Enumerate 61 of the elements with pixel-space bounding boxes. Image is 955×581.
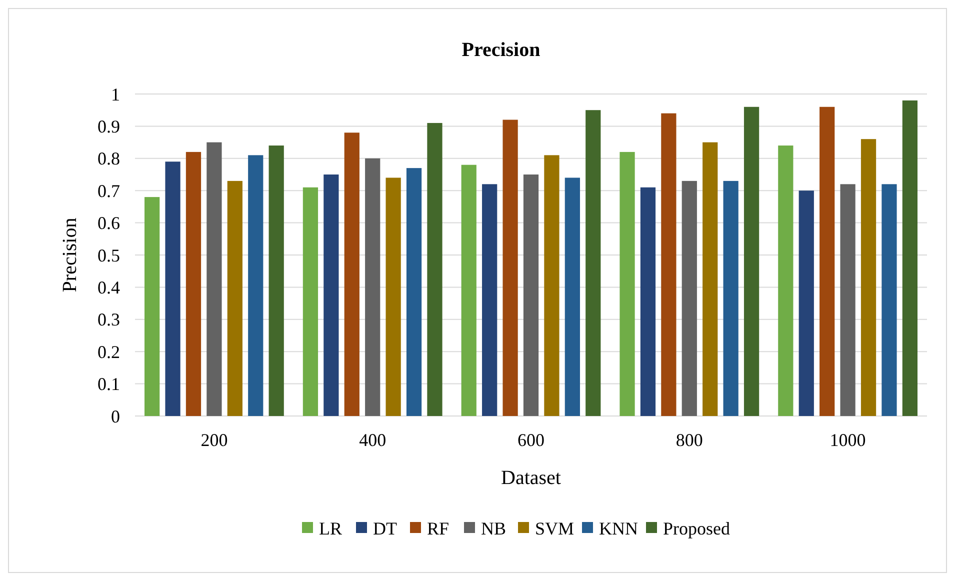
bar xyxy=(206,142,222,416)
bar xyxy=(778,146,794,416)
bar xyxy=(386,178,401,416)
y-tick-label: 0.2 xyxy=(98,342,120,362)
bar xyxy=(186,152,202,416)
bar xyxy=(682,180,697,416)
bar xyxy=(268,146,284,416)
bar xyxy=(427,122,442,416)
y-tick-label: 0.5 xyxy=(98,245,120,266)
legend-label: RF xyxy=(427,518,450,538)
y-tick-label: 0.8 xyxy=(98,148,120,169)
bar xyxy=(661,113,676,416)
bar xyxy=(344,132,360,416)
bar xyxy=(302,187,318,416)
x-tick-label: 400 xyxy=(359,430,386,450)
y-tick-label: 0 xyxy=(111,406,120,426)
bar xyxy=(324,174,339,416)
bar xyxy=(248,155,264,416)
bar xyxy=(544,155,560,416)
chart-title: Precision xyxy=(462,39,540,61)
bar xyxy=(702,142,718,416)
bar xyxy=(820,106,835,416)
y-tick-label: 0.3 xyxy=(98,310,120,330)
bar xyxy=(620,152,635,416)
bar xyxy=(227,180,242,416)
bar xyxy=(860,139,876,416)
bar xyxy=(723,180,738,416)
bar xyxy=(165,162,180,416)
bar xyxy=(840,184,856,416)
bar xyxy=(365,158,380,416)
legend-label: KNN xyxy=(599,518,638,538)
y-axis-title: Precision xyxy=(59,218,81,292)
legend-label: LR xyxy=(319,518,342,538)
y-tick-label: 0.4 xyxy=(98,278,120,298)
bar xyxy=(482,184,498,416)
x-tick-label: 800 xyxy=(676,430,703,450)
y-tick-label: 0.9 xyxy=(98,116,120,136)
x-tick-label: 1000 xyxy=(830,430,866,450)
y-tick-label: 0.1 xyxy=(98,374,120,394)
x-axis-title: Dataset xyxy=(501,467,562,489)
x-tick-label: 600 xyxy=(518,430,544,450)
bar xyxy=(640,187,656,416)
x-tick-label: 200 xyxy=(200,430,228,450)
legend-label: Proposed xyxy=(663,518,730,538)
bar xyxy=(564,178,580,416)
bar xyxy=(406,168,422,416)
bar xyxy=(882,184,897,416)
y-tick-label: 0.7 xyxy=(98,180,120,201)
bar xyxy=(502,120,518,416)
bar xyxy=(902,100,918,416)
bar xyxy=(586,110,601,416)
y-tick-label: 0.6 xyxy=(98,213,120,234)
bar xyxy=(744,106,760,416)
legend-label: NB xyxy=(481,518,506,538)
legend-label: SVM xyxy=(535,518,574,538)
y-tick-label: 1 xyxy=(111,84,120,104)
bar xyxy=(461,164,476,416)
bar xyxy=(523,174,539,416)
bar xyxy=(798,190,814,416)
bar xyxy=(144,197,160,416)
legend-label: DT xyxy=(373,518,397,538)
